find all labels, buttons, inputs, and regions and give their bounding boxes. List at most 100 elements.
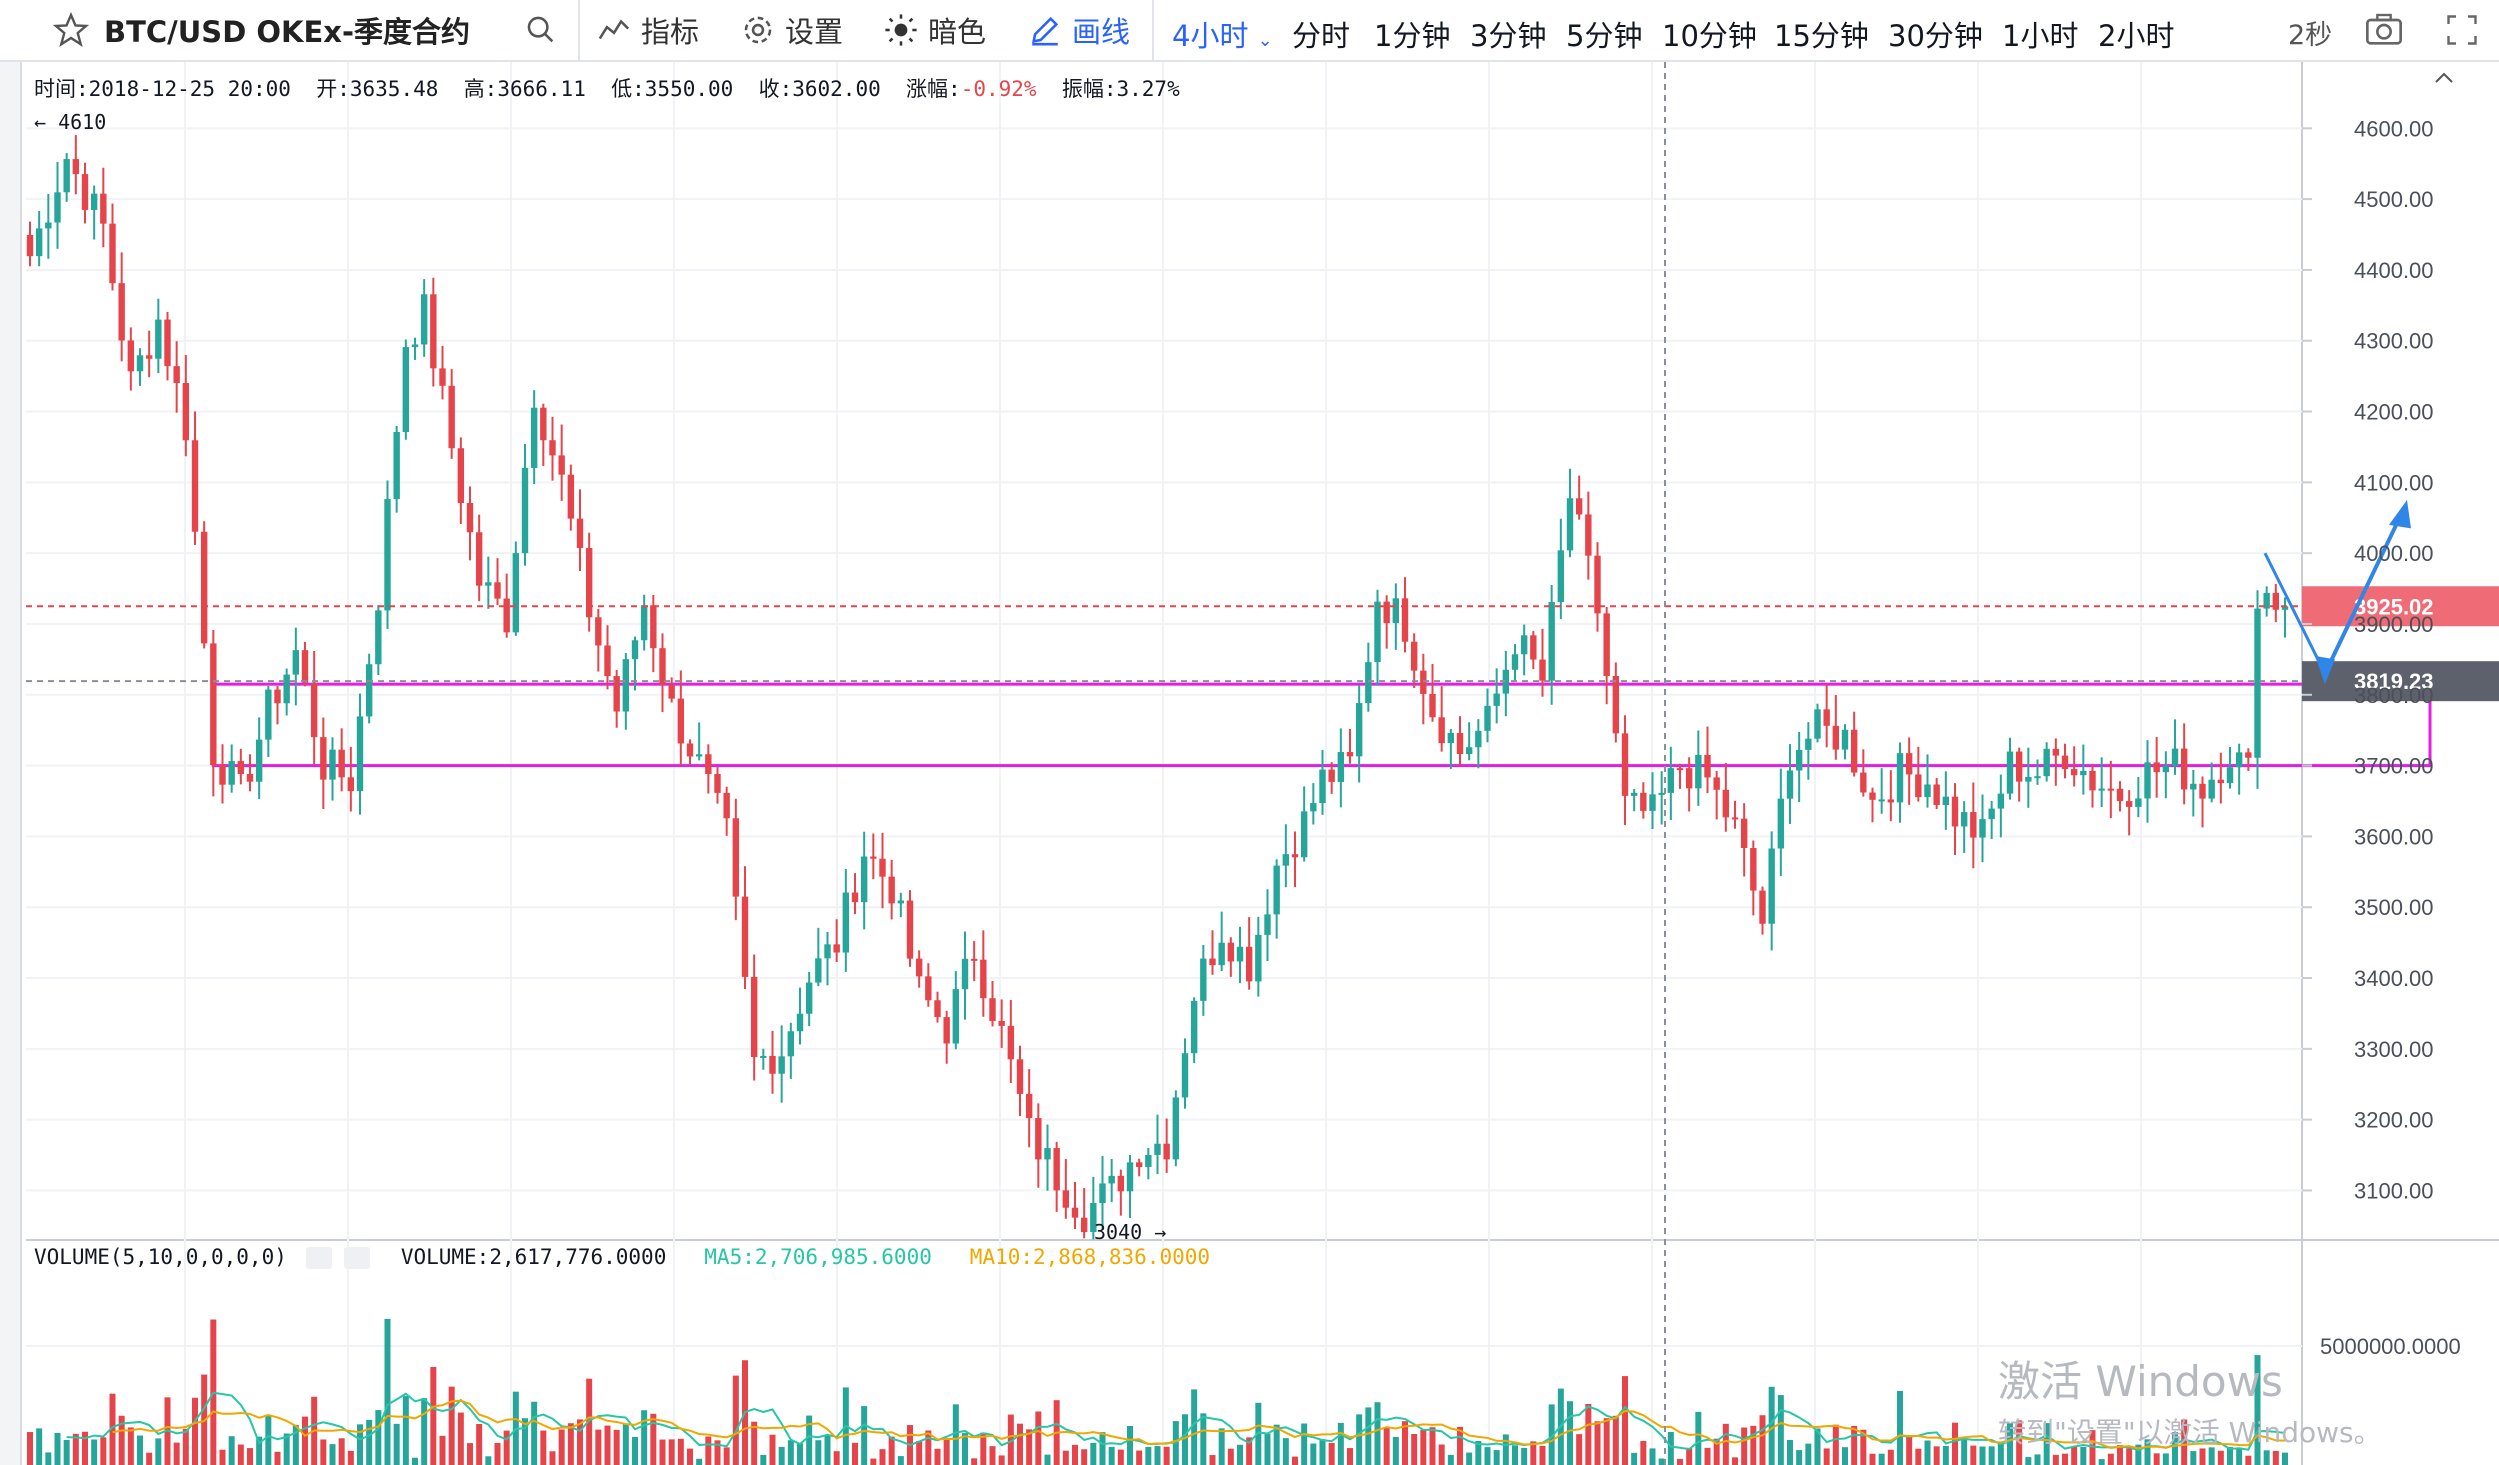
candle	[1016, 1059, 1024, 1094]
y-tick-label: 4300.00	[2354, 329, 2434, 354]
interval-tab[interactable]: 30分钟	[1888, 19, 1983, 53]
candle	[1548, 601, 1555, 681]
dark-mode-label: 暗色	[928, 15, 987, 49]
settings-button[interactable]: 设置	[741, 0, 843, 60]
legend-open: 开:3635.48	[316, 77, 439, 101]
legend-high: 高:3666.11	[463, 77, 586, 101]
symbol-title[interactable]: BTC/USD OKEx-季度合约	[104, 15, 471, 49]
interval-tab[interactable]: 3分钟	[1470, 19, 1547, 53]
candle	[1099, 1183, 1106, 1204]
volume-bar	[54, 1432, 61, 1465]
volume-bar	[1502, 1434, 1509, 1465]
volume-bar	[1658, 1458, 1665, 1465]
volume-bar	[2135, 1444, 2142, 1465]
indicators-button[interactable]: 指标	[597, 0, 699, 60]
candle	[26, 234, 34, 257]
interval-tab[interactable]: 15分钟	[1774, 19, 1869, 53]
volume-bar	[329, 1444, 336, 1465]
candle	[375, 610, 382, 665]
up-arrow-line	[2323, 509, 2405, 675]
candle	[1750, 848, 1757, 891]
fullscreen-icon[interactable]	[2444, 12, 2480, 48]
interval-tab[interactable]: 1小时	[2002, 19, 2079, 53]
candle	[1420, 670, 1427, 694]
dark-mode-button[interactable]: 暗色	[884, 0, 986, 60]
candle	[1310, 803, 1317, 812]
candle	[365, 664, 373, 717]
volume-bar	[1851, 1425, 1858, 1465]
candle	[805, 982, 813, 1014]
candle	[870, 856, 877, 859]
search-icon[interactable]	[524, 13, 558, 47]
interval-dropdown[interactable]: 4小时 ⌄	[1172, 13, 1273, 55]
candle	[1218, 942, 1225, 966]
candle	[906, 900, 914, 959]
volume-bar	[1897, 1390, 1903, 1465]
interval-tab[interactable]: 1分钟	[1374, 19, 1451, 53]
settings-label: 设置	[785, 15, 844, 49]
volume-bar	[2144, 1439, 2151, 1465]
candle	[952, 989, 960, 1044]
candle	[1695, 754, 1702, 789]
interval-tab[interactable]: 分时	[1292, 19, 1351, 53]
volume-bar	[45, 1452, 52, 1465]
interval-tab[interactable]: 5分钟	[1566, 19, 1643, 53]
camera-icon[interactable]	[2364, 11, 2404, 49]
volume-bar	[1667, 1431, 1674, 1465]
draw-button[interactable]: 画线	[1028, 0, 1130, 60]
volume-bar	[1887, 1449, 1894, 1465]
volume-bar	[1585, 1403, 1592, 1465]
volume-bar	[1759, 1415, 1766, 1465]
volume-bar	[219, 1449, 226, 1465]
candle	[769, 1055, 776, 1074]
volume-bar	[357, 1424, 363, 1465]
volume-bar	[1310, 1443, 1317, 1465]
star-icon[interactable]	[53, 12, 89, 48]
candle	[1722, 789, 1730, 818]
candle	[2199, 783, 2206, 799]
volume-bar	[457, 1412, 464, 1465]
volume-bar	[1612, 1415, 1619, 1465]
volume-bar	[485, 1456, 492, 1465]
close-icon[interactable]	[343, 1247, 370, 1269]
volume-bar	[237, 1444, 244, 1465]
candle	[677, 698, 685, 744]
volume-bar	[2217, 1450, 2224, 1465]
candle	[1328, 769, 1335, 782]
volume-bar	[402, 1396, 409, 1465]
candle	[1850, 729, 1858, 773]
refresh-rate[interactable]: 2秒	[2288, 20, 2333, 51]
volume-bar	[1686, 1447, 1693, 1465]
volume-bar	[787, 1440, 794, 1465]
candle	[448, 385, 455, 449]
volume-bar	[1246, 1437, 1253, 1465]
drawing-tools-strip[interactable]	[0, 62, 22, 1465]
candle	[1924, 784, 1931, 798]
candle	[1878, 799, 1885, 802]
candle	[1255, 934, 1262, 982]
candle	[732, 818, 740, 897]
interval-tab[interactable]: 10分钟	[1662, 19, 1757, 53]
legend-close: 收:3602.00	[758, 77, 881, 101]
interval-tab[interactable]: 2小时	[2098, 19, 2175, 53]
volume-bar	[494, 1442, 501, 1465]
candle	[778, 1056, 785, 1074]
volume-bar	[1796, 1450, 1803, 1465]
candle	[943, 1017, 950, 1044]
candle	[1438, 717, 1445, 744]
candle	[1896, 753, 1904, 803]
volume-bar	[1457, 1426, 1463, 1465]
volume-bar	[714, 1440, 721, 1465]
candle	[219, 765, 226, 785]
indicators-icon	[598, 19, 630, 40]
candle	[1172, 1097, 1180, 1160]
candle	[2006, 751, 2014, 794]
low-annotation: 3040 →	[1094, 1220, 1166, 1244]
volume-bar	[1484, 1447, 1491, 1465]
volume-bar	[467, 1443, 473, 1465]
candle	[356, 716, 364, 792]
candle	[145, 355, 153, 359]
candle	[1759, 890, 1766, 924]
gear-icon[interactable]	[305, 1247, 332, 1269]
